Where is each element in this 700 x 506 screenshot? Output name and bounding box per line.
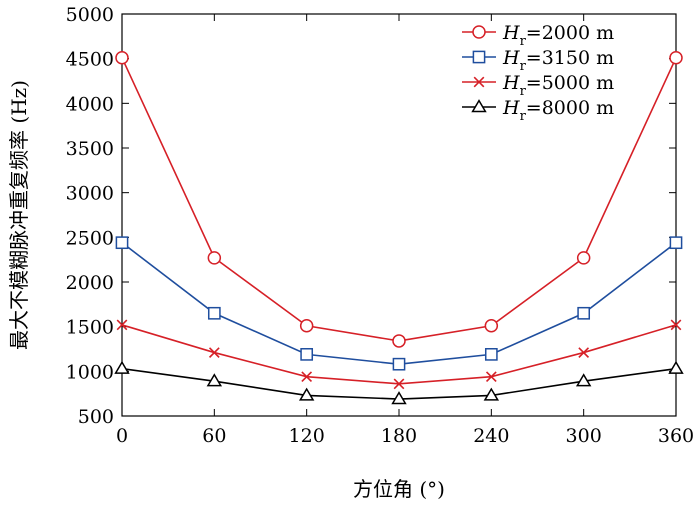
data-point — [208, 347, 220, 358]
data-point — [393, 378, 405, 390]
legend-label: Hr=5000 m — [502, 72, 614, 99]
data-point — [301, 371, 313, 383]
series-line — [121, 324, 677, 385]
data-point — [484, 319, 499, 333]
legend: Hr=2000 mHr=3150 mHr=5000 mHr=8000 m — [462, 22, 614, 124]
data-point — [300, 348, 314, 361]
data-point — [115, 236, 129, 250]
legend-label-subscript: r — [520, 34, 527, 49]
y-tick-label: 2500 — [66, 227, 114, 249]
legend-label-symbol: H — [502, 72, 520, 94]
data-point — [207, 251, 222, 265]
legend-label: Hr=8000 m — [502, 97, 614, 124]
data-point — [116, 319, 128, 331]
data-point — [669, 236, 683, 250]
y-tick-label: 4000 — [66, 93, 114, 115]
legend-label-value: =5000 m — [526, 72, 614, 94]
x-tick-label: 360 — [658, 425, 694, 447]
y-tick-label: 3500 — [66, 138, 114, 160]
legend-entry: Hr=5000 m — [462, 72, 614, 99]
legend-label: Hr=3150 m — [502, 47, 614, 74]
data-point — [578, 347, 590, 358]
legend-label-subscript: r — [520, 59, 527, 74]
data-point — [299, 319, 314, 333]
legend-label-subscript: r — [520, 109, 527, 124]
series-3 — [116, 319, 682, 390]
legend-entry: Hr=3150 m — [462, 47, 614, 74]
data-point — [392, 334, 406, 348]
x-tick-label: 240 — [473, 425, 509, 447]
data-point — [391, 391, 407, 405]
data-point — [114, 360, 130, 374]
legend-label-symbol: H — [502, 22, 520, 44]
y-axis-label: 最大不模糊脉冲重复频率 (Hz) — [7, 80, 31, 350]
series-4 — [114, 360, 684, 405]
data-point — [392, 357, 406, 371]
legend-entry: Hr=2000 m — [462, 22, 614, 49]
data-point — [576, 251, 591, 265]
legend-label-symbol: H — [502, 97, 520, 119]
data-point — [575, 373, 592, 387]
axis-ticks: 0 60 120 180 240 300 360 500 1000 1500 2000 2500 300… — [66, 4, 694, 447]
data-point — [115, 51, 129, 65]
data-point — [298, 387, 315, 401]
legend-label-value: =3150 m — [526, 47, 614, 69]
data-point — [483, 387, 500, 401]
data-point — [485, 371, 497, 383]
data-point — [472, 25, 486, 39]
y-tick-label: 2000 — [66, 272, 114, 294]
legend-label-value: =2000 m — [526, 22, 614, 44]
legend-label-subscript: r — [520, 84, 527, 99]
data-point — [484, 348, 498, 361]
data-point — [473, 76, 485, 88]
x-axis-label: 方位角 (°) — [353, 477, 445, 501]
x-tick-label: 300 — [566, 425, 602, 447]
series-2 — [115, 236, 683, 371]
legend-entry: Hr=8000 m — [462, 97, 614, 124]
y-tick-label: 5000 — [66, 4, 114, 26]
data-point — [471, 99, 487, 113]
legend-label-value: =8000 m — [526, 97, 614, 119]
y-tick-label: 4500 — [66, 49, 114, 71]
data-point — [472, 50, 486, 64]
data-point — [669, 51, 683, 65]
data-point — [668, 360, 684, 374]
x-tick-label: 180 — [381, 425, 417, 447]
x-tick-label: 120 — [289, 425, 325, 447]
y-tick-label: 500 — [78, 406, 114, 428]
x-tick-label: 60 — [202, 425, 226, 447]
series-1 — [115, 51, 683, 348]
y-tick-label: 1500 — [66, 317, 114, 339]
legend-label-symbol: H — [502, 47, 520, 69]
data-point — [670, 319, 682, 331]
series-layer — [114, 51, 684, 405]
y-tick-label: 1000 — [66, 361, 114, 383]
data-point — [206, 373, 223, 387]
legend-label: Hr=2000 m — [502, 22, 614, 49]
x-tick-label: 0 — [116, 425, 128, 447]
data-point — [207, 306, 221, 320]
data-point — [577, 306, 591, 320]
y-tick-label: 3000 — [66, 183, 114, 205]
